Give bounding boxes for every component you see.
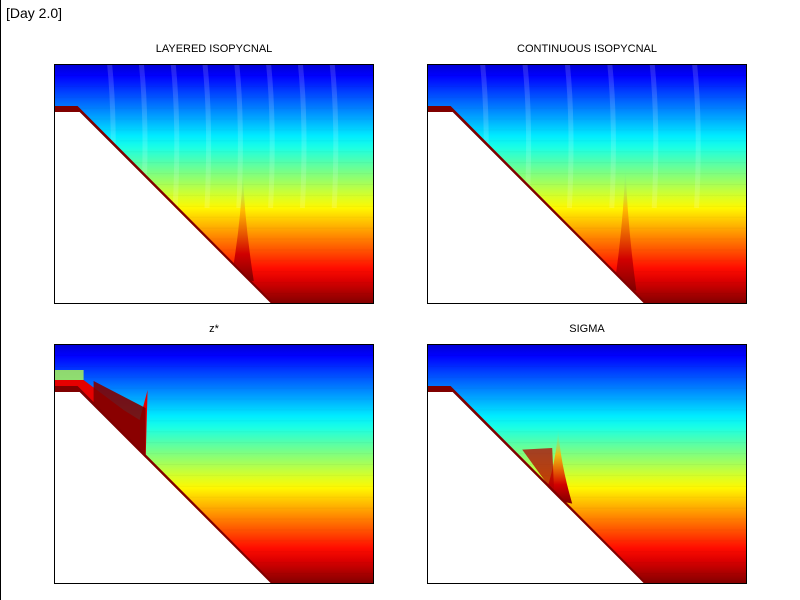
- wave-ripple: [266, 63, 275, 209]
- layer-band: [54, 97, 374, 98]
- layer-band: [427, 409, 747, 410]
- plot-layered-isopycnal: [54, 63, 374, 304]
- layer-band: [427, 388, 747, 389]
- day-label: [Day 2.0]: [6, 5, 63, 21]
- panel-title-sigma: SIGMA: [569, 323, 605, 335]
- layer-band: [427, 399, 747, 400]
- layer-band: [54, 377, 374, 378]
- dense-water-plume: [614, 164, 637, 291]
- wave-ripple: [170, 63, 180, 209]
- wave-ripple: [234, 63, 243, 209]
- wave-ripple: [564, 63, 574, 209]
- layer-band: [54, 355, 374, 356]
- layer-band: [427, 86, 747, 87]
- plot-frame: [54, 344, 374, 584]
- plot-continuous-isopycnal: [427, 63, 747, 304]
- bathymetry-land: [54, 392, 272, 584]
- dense-water-plume: [231, 172, 254, 282]
- dense-water-core: [93, 381, 146, 458]
- wave-ripple: [202, 63, 212, 209]
- panel-title-z-star: z*: [209, 323, 219, 335]
- layer-band: [54, 86, 374, 87]
- bathymetry-land: [427, 392, 645, 584]
- wave-ripple: [607, 63, 616, 209]
- wave-ripple: [297, 63, 307, 209]
- panel-title-layered-isopycnal: LAYERED ISOPYCNAL: [155, 43, 273, 55]
- layer-band: [427, 366, 747, 367]
- plot-frame: [54, 64, 374, 304]
- wave-ripple: [692, 63, 701, 209]
- layer-band: [54, 366, 374, 367]
- window-left-edge: [0, 0, 1, 600]
- layer-band: [54, 108, 374, 109]
- plot-frame: [427, 64, 747, 304]
- layer-band: [427, 377, 747, 378]
- wave-ripple: [649, 63, 659, 209]
- bathymetry-land: [54, 112, 272, 304]
- wave-ripple: [329, 63, 339, 209]
- plot-frame: [427, 344, 747, 584]
- layer-band: [427, 75, 747, 76]
- plot-sigma: [427, 344, 747, 584]
- bathymetry-land: [427, 112, 645, 304]
- plot-z-star: [54, 344, 374, 584]
- panel-title-continuous-isopycnal: CONTINUOUS ISOPYCNAL: [517, 43, 657, 55]
- layer-band: [54, 119, 374, 120]
- layer-band: [54, 75, 374, 76]
- layer-band: [427, 355, 747, 356]
- layer-band: [54, 129, 374, 130]
- shelf-mixing-layer: [54, 370, 84, 380]
